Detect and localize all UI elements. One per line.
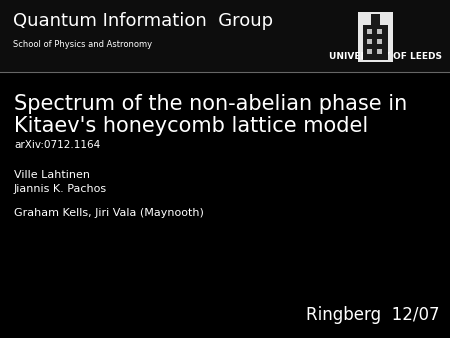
Bar bbox=[367, 39, 372, 44]
Bar bbox=[358, 12, 393, 62]
Bar bbox=[377, 29, 382, 34]
Text: Graham Kells, Jiri Vala (Maynooth): Graham Kells, Jiri Vala (Maynooth) bbox=[14, 208, 204, 218]
Bar bbox=[371, 14, 380, 24]
Text: Quantum Information  Group: Quantum Information Group bbox=[13, 12, 273, 30]
Text: Spectrum of the non-abelian phase in: Spectrum of the non-abelian phase in bbox=[14, 94, 407, 114]
Bar bbox=[367, 49, 372, 54]
Text: UNIVERSITY OF LEEDS: UNIVERSITY OF LEEDS bbox=[329, 52, 442, 61]
Bar bbox=[367, 29, 372, 34]
Bar bbox=[377, 49, 382, 54]
Text: School of Physics and Astronomy: School of Physics and Astronomy bbox=[13, 40, 152, 49]
Bar bbox=[0, 0, 450, 72]
Bar bbox=[363, 24, 388, 59]
Text: Ringberg  12/07: Ringberg 12/07 bbox=[306, 306, 440, 324]
Bar bbox=[377, 39, 382, 44]
Text: Kitaev's honeycomb lattice model: Kitaev's honeycomb lattice model bbox=[14, 116, 368, 136]
Text: arXiv:0712.1164: arXiv:0712.1164 bbox=[14, 140, 100, 150]
Text: Jiannis K. Pachos: Jiannis K. Pachos bbox=[14, 184, 107, 194]
Text: Ville Lahtinen: Ville Lahtinen bbox=[14, 170, 90, 180]
